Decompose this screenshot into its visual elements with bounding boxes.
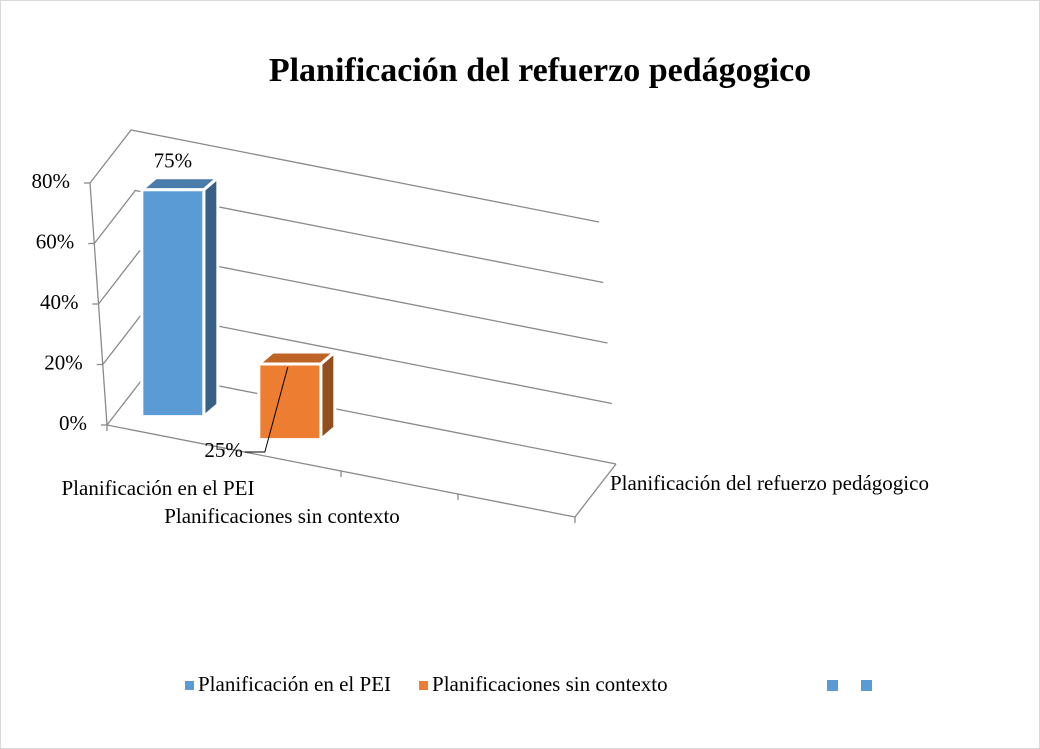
legend-label: Planificación en el PEI <box>198 672 391 696</box>
bar-side <box>202 176 220 419</box>
x-tick-label: Planificación en el PEI <box>61 476 254 500</box>
y-tick-label: 80% <box>32 169 71 193</box>
bar-top <box>257 350 337 366</box>
legend-swatch <box>827 680 838 691</box>
grid-line <box>97 250 608 344</box>
bar-front <box>257 362 323 442</box>
bar-side <box>319 350 337 442</box>
legend-label: Planificaciones sin contexto <box>432 672 668 696</box>
x-tick-label: Planificaciones sin contexto <box>164 504 400 528</box>
leader-line <box>244 366 289 453</box>
legend-swatch <box>861 680 872 691</box>
legend-swatch <box>419 681 429 690</box>
chart-title: Planificación del refuerzo pedágogico <box>269 52 811 89</box>
depth-label: Planificación del refuerzo pedágogico <box>610 471 929 495</box>
bar-front <box>140 188 206 419</box>
legend-swatch <box>185 681 194 690</box>
value-label: 75% <box>154 149 193 173</box>
bar <box>257 350 337 442</box>
y-tick-label: 40% <box>40 290 79 314</box>
bar-top <box>140 176 220 192</box>
grid-line <box>93 189 604 284</box>
grid-line <box>89 129 600 223</box>
depth-axis <box>574 463 617 518</box>
value-label: 25% <box>204 438 243 462</box>
y-tick-label: 20% <box>44 350 83 374</box>
y-axis <box>89 182 108 426</box>
y-tick-label: 0% <box>59 411 87 435</box>
bar <box>140 176 220 419</box>
y-tick-label: 60% <box>36 229 75 253</box>
